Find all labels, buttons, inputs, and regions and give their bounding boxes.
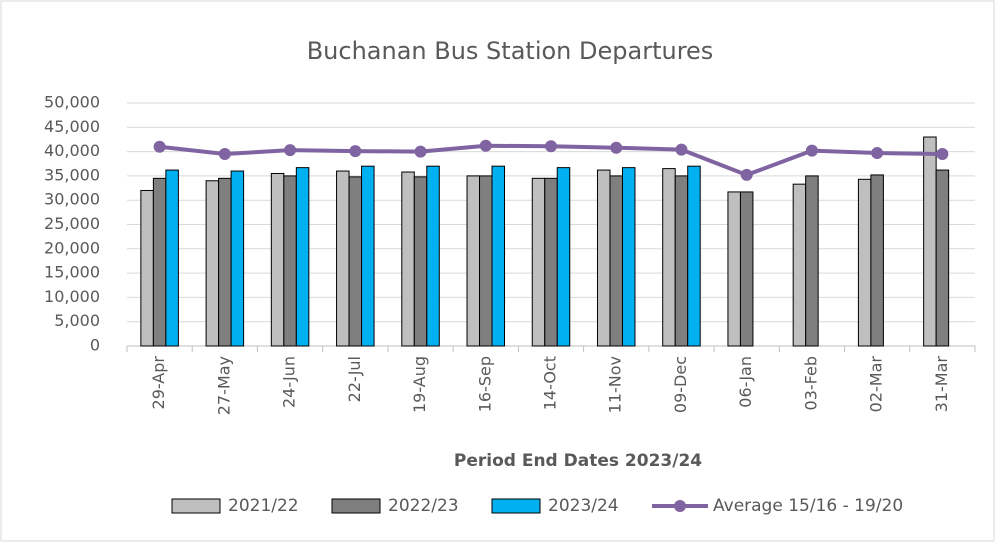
y-tick-label: 15,000 [44,263,100,282]
bar [674,175,689,347]
y-tick-label: 20,000 [44,238,100,257]
y-tick-label: 40,000 [44,141,100,160]
line-marker [284,144,297,157]
y-tick-label: 25,000 [44,214,100,233]
bar [935,169,950,347]
bar [870,174,884,347]
line-marker [610,141,623,154]
bar [336,170,350,347]
legend-swatch [491,498,541,514]
x-tick-label: 14-Oct [541,356,560,410]
line-marker [740,168,753,181]
bar [857,178,872,347]
line-marker [218,148,231,161]
legend-label: 2023/24 [548,496,619,516]
bar [165,169,179,347]
bar [295,167,310,347]
bar [792,183,807,347]
bar [426,165,440,347]
legend-swatch [331,498,381,514]
bar [687,165,701,347]
x-tick-label: 02-Mar [867,356,886,413]
legend-swatch [171,498,221,514]
x-tick-label: 11-Nov [606,356,625,413]
bar [544,177,558,347]
x-tick-label: 24-Jun [280,356,299,408]
chart-title: Buchanan Bus Station Departures [307,37,714,65]
x-tick-label: 19-Aug [410,356,429,413]
line-marker [936,148,949,161]
line-marker [675,143,688,156]
line-marker [805,144,818,157]
bar [361,165,375,347]
bar [466,175,481,347]
bar [556,167,571,347]
x-tick-label: 06-Jan [736,356,755,408]
bar [348,176,363,347]
y-tick-label: 5,000 [54,311,100,330]
line-marker [479,139,492,152]
x-axis-title: Period End Dates 2023/24 [454,451,702,471]
x-tick-label: 16-Sep [475,356,494,412]
y-tick-label: 30,000 [44,190,100,209]
line-marker [545,140,557,153]
x-tick-label: 09-Dec [671,356,690,413]
x-tick-label: 03-Feb [801,356,820,410]
bar [609,175,623,347]
line-marker [349,145,362,158]
bar [596,169,611,347]
bar [662,168,676,347]
bar [401,171,415,347]
legend-label: 2021/22 [228,496,299,516]
bar [152,177,167,347]
bar [230,170,245,347]
x-tick-label: 22-Jul [345,356,364,402]
bar [218,177,232,347]
line-marker [153,140,166,153]
x-tick-label: 27-May [214,356,233,415]
legend-marker [674,500,686,512]
y-tick-label: 35,000 [44,165,100,184]
bar [479,175,493,347]
y-tick-label: 50,000 [44,93,100,112]
y-tick-label: 45,000 [44,117,100,136]
line-marker [414,145,427,158]
bar [805,175,819,347]
bar [923,136,937,347]
y-tick-label: 10,000 [44,287,100,306]
bar [205,180,220,347]
y-tick-label: 0 [90,336,100,355]
bar [739,191,754,347]
x-tick-label: 29-Apr [149,356,168,410]
line-marker [871,147,884,160]
bar [283,175,297,347]
bar [270,172,285,347]
bar [140,189,154,347]
bar [621,167,636,347]
bar [727,191,741,347]
legend-label: 2022/23 [388,496,459,516]
legend-label: Average 15/16 - 19/20 [713,496,903,516]
bar [491,165,506,347]
x-tick-label: 31-Mar [932,356,951,413]
bar [413,176,428,347]
bar [531,177,546,347]
